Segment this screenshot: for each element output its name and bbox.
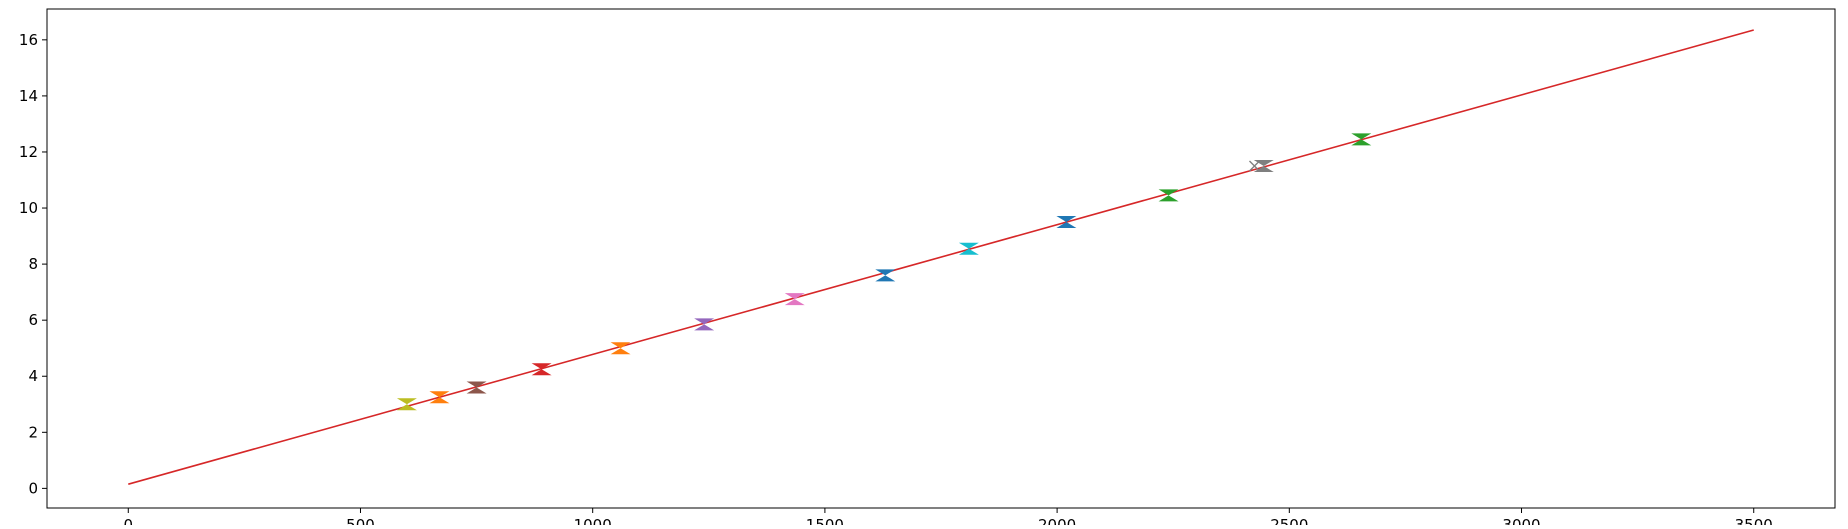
axis-ticks: 0 500 1000 1500 2000 2500 3000 3500 0 2 4 6 8 10 12 14 1… xyxy=(19,31,1773,529)
triangle-up-marker xyxy=(694,324,715,331)
y-tick-label: 0 xyxy=(28,479,38,497)
fit-line-layer xyxy=(128,29,1754,485)
triangle-down-marker xyxy=(875,269,896,276)
triangle-up-marker xyxy=(1056,222,1077,229)
x-marker xyxy=(1248,160,1260,172)
y-tick-label: 8 xyxy=(28,255,38,273)
x-tick-label: 500 xyxy=(346,516,375,525)
y-tick-label: 16 xyxy=(19,31,38,49)
triangle-down-marker xyxy=(958,242,979,249)
y-tick-label: 10 xyxy=(19,199,38,217)
triangle-up-marker xyxy=(396,404,417,411)
x-tick-label: 3500 xyxy=(1735,516,1773,525)
triangle-down-marker xyxy=(1351,133,1372,140)
triangle-down-marker xyxy=(610,342,631,349)
x-tick-label: 1000 xyxy=(574,516,612,525)
triangle-up-marker xyxy=(466,387,487,394)
triangle-up-marker xyxy=(1158,195,1179,202)
y-tick-label: 6 xyxy=(28,311,38,329)
y-tick-label: 12 xyxy=(19,143,38,161)
triangle-down-marker xyxy=(1056,216,1077,223)
triangle-down-marker xyxy=(466,381,487,388)
triangle-down-marker xyxy=(1158,189,1179,196)
triangle-down-marker xyxy=(531,363,552,370)
triangle-down-marker xyxy=(784,293,805,300)
x-tick-label: 2500 xyxy=(1270,516,1308,525)
fit-line xyxy=(128,29,1754,485)
triangle-up-marker xyxy=(531,369,552,376)
x-tick-label: 3000 xyxy=(1502,516,1540,525)
y-tick-label: 2 xyxy=(28,423,38,441)
triangle-down-marker xyxy=(694,318,715,325)
plot-frame xyxy=(46,8,1836,509)
triangle-down-marker xyxy=(429,391,450,398)
x-tick-label: 0 xyxy=(123,516,133,525)
triangle-down-marker xyxy=(396,398,417,405)
y-tick-label: 14 xyxy=(19,87,38,105)
triangle-up-marker xyxy=(875,275,896,282)
triangle-up-marker xyxy=(429,397,450,404)
x-tick-label: 1500 xyxy=(806,516,844,525)
x-tick-label: 2000 xyxy=(1038,516,1076,525)
triangle-up-marker xyxy=(1351,139,1372,146)
triangle-up-marker xyxy=(958,248,979,255)
triangle-up-marker xyxy=(784,299,805,306)
marker-layer xyxy=(396,133,1372,411)
triangle-up-marker xyxy=(610,348,631,355)
y-tick-label: 4 xyxy=(28,367,38,385)
